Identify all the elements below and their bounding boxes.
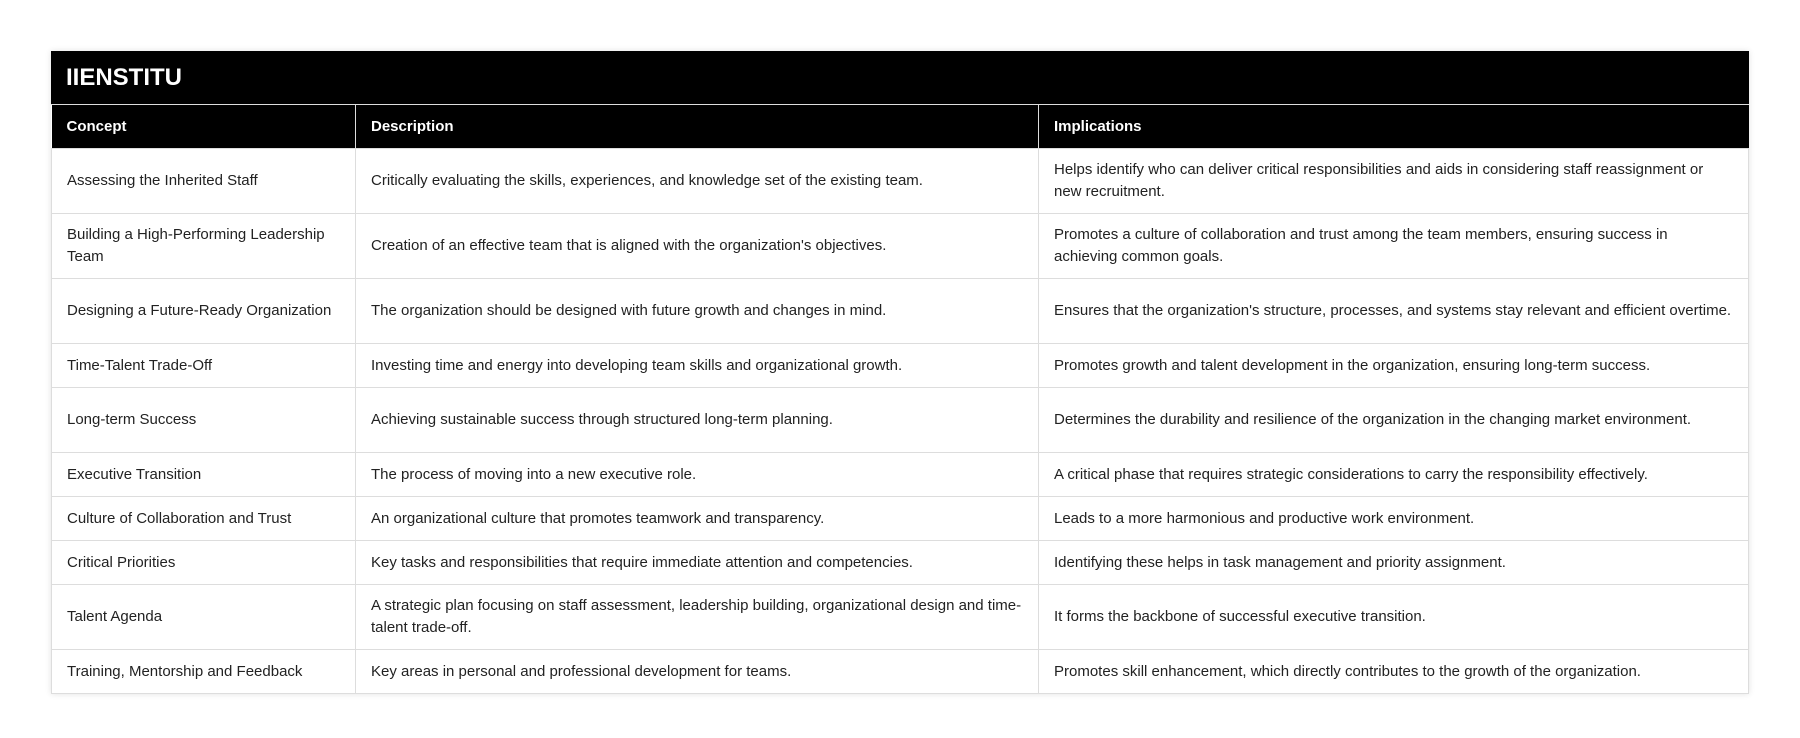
cell-concept: Training, Mentorship and Feedback <box>51 649 356 694</box>
cell-description: Achieving sustainable success through st… <box>355 387 1039 453</box>
table-row: Culture of Collaboration and Trust An org… <box>51 496 1749 541</box>
cell-concept: Culture of Collaboration and Trust <box>51 496 356 541</box>
table-title: IIENSTITU <box>51 51 1749 105</box>
header-implications: Implications <box>1038 105 1749 149</box>
table-row: Time-Talent Trade-Off Investing time and … <box>51 343 1749 388</box>
table-row: Long-term Success Achieving sustainable s… <box>51 387 1749 453</box>
cell-description: An organizational culture that promotes … <box>355 496 1039 541</box>
cell-implications: Identifying these helps in task manageme… <box>1038 540 1749 585</box>
cell-description: The organization should be designed with… <box>355 278 1039 344</box>
cell-description: The process of moving into a new executi… <box>355 452 1039 497</box>
cell-concept: Talent Agenda <box>51 584 356 650</box>
table-row: Talent Agenda A strategic plan focusing o… <box>51 584 1749 650</box>
cell-description: Critically evaluating the skills, experi… <box>355 148 1039 214</box>
cell-description: Key tasks and responsibilities that requ… <box>355 540 1039 585</box>
table-row: Designing a Future-Ready Organization The… <box>51 278 1749 344</box>
header-row: Concept Description Implications <box>51 105 1749 149</box>
cell-implications: Promotes growth and talent development i… <box>1038 343 1749 388</box>
cell-description: A strategic plan focusing on staff asses… <box>355 584 1039 650</box>
table-row: Training, Mentorship and Feedback Key are… <box>51 649 1749 694</box>
cell-concept: Building a High-Performing Leadership Te… <box>51 213 356 279</box>
cell-implications: A critical phase that requires strategic… <box>1038 452 1749 497</box>
cell-implications: It forms the backbone of successful exec… <box>1038 584 1749 650</box>
header-concept: Concept <box>51 105 356 149</box>
table-row: Executive Transition The process of movin… <box>51 452 1749 497</box>
cell-implications: Determines the durability and resilience… <box>1038 387 1749 453</box>
cell-implications: Ensures that the organization's structur… <box>1038 278 1749 344</box>
concept-table: Concept Description Implications Assessi… <box>51 105 1749 694</box>
cell-concept: Executive Transition <box>51 452 356 497</box>
cell-description: Key areas in personal and professional d… <box>355 649 1039 694</box>
cell-concept: Critical Priorities <box>51 540 356 585</box>
cell-implications: Promotes a culture of collaboration and … <box>1038 213 1749 279</box>
cell-implications: Leads to a more harmonious and productiv… <box>1038 496 1749 541</box>
cell-description: Creation of an effective team that is al… <box>355 213 1039 279</box>
cell-concept: Time-Talent Trade-Off <box>51 343 356 388</box>
cell-description: Investing time and energy into developin… <box>355 343 1039 388</box>
table-row: Building a High-Performing Leadership Te… <box>51 213 1749 279</box>
cell-concept: Assessing the Inherited Staff <box>51 148 356 214</box>
cell-concept: Long-term Success <box>51 387 356 453</box>
cell-implications: Helps identify who can deliver critical … <box>1038 148 1749 214</box>
concept-table-container: IIENSTITU Concept Description Implicatio… <box>51 51 1749 694</box>
cell-concept: Designing a Future-Ready Organization <box>51 278 356 344</box>
header-description: Description <box>355 105 1039 149</box>
table-row: Assessing the Inherited Staff Critically … <box>51 148 1749 214</box>
cell-implications: Promotes skill enhancement, which direct… <box>1038 649 1749 694</box>
table-row: Critical Priorities Key tasks and respons… <box>51 540 1749 585</box>
